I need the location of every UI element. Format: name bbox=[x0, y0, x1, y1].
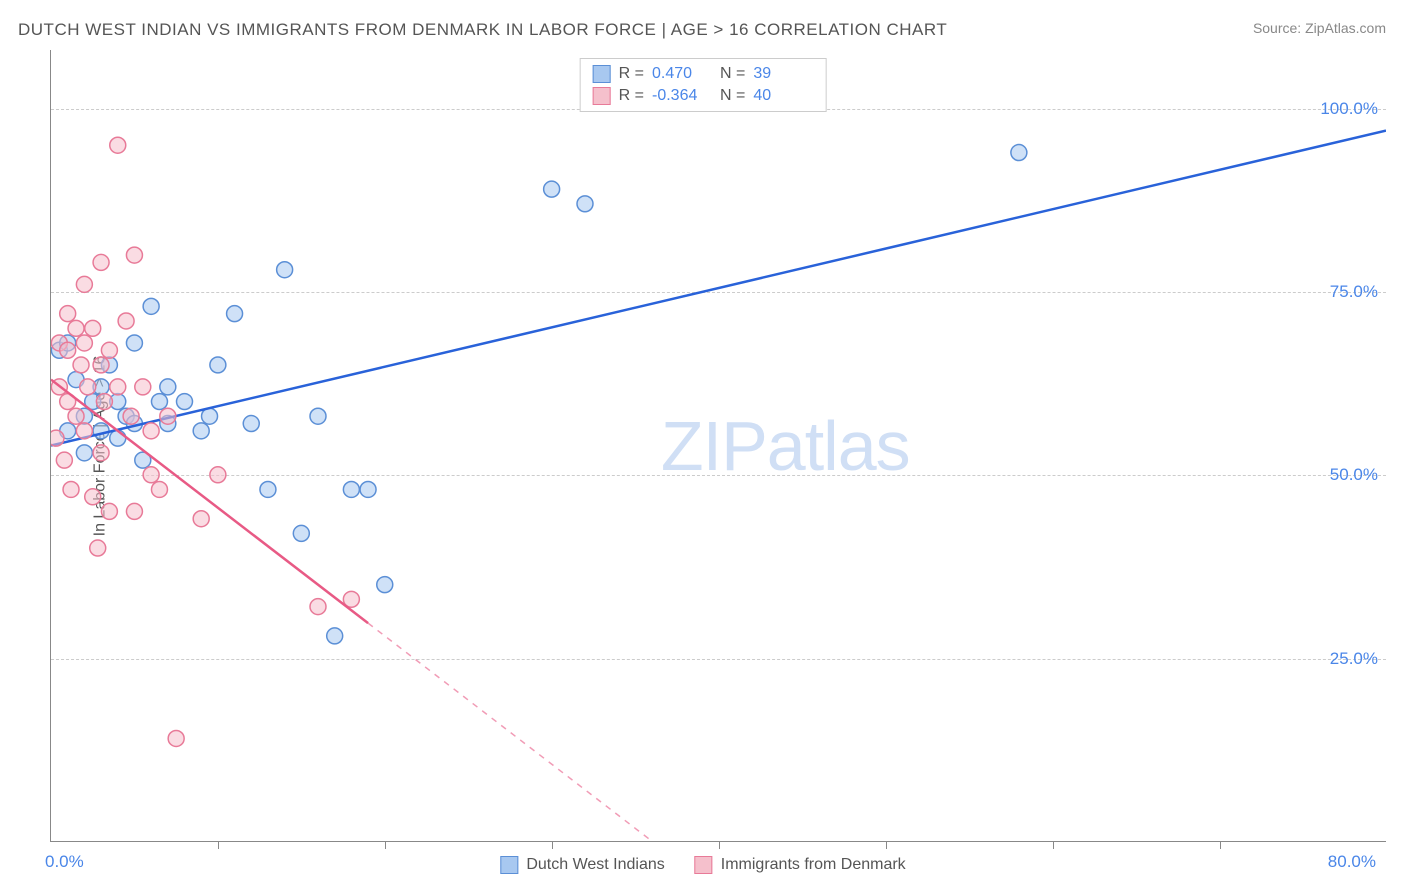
scatter-point bbox=[118, 313, 134, 329]
series2-name: Immigrants from Denmark bbox=[721, 856, 906, 874]
scatter-point bbox=[123, 408, 139, 424]
correlation-legend: R = 0.470 N = 39 R = -0.364 N = 40 bbox=[580, 58, 827, 112]
scatter-point bbox=[143, 298, 159, 314]
scatter-point bbox=[76, 423, 92, 439]
r-label-1: R = bbox=[619, 65, 644, 83]
source-label: Source: ZipAtlas.com bbox=[1253, 20, 1386, 36]
scatter-point bbox=[310, 408, 326, 424]
n-label-2: N = bbox=[720, 87, 745, 105]
scatter-point bbox=[151, 394, 167, 410]
scatter-point bbox=[193, 511, 209, 527]
n-label-1: N = bbox=[720, 65, 745, 83]
n-value-1: 39 bbox=[753, 65, 813, 83]
scatter-point bbox=[93, 423, 109, 439]
scatter-point bbox=[260, 481, 276, 497]
x-tick bbox=[552, 841, 553, 849]
n-value-2: 40 bbox=[753, 87, 813, 105]
scatter-point bbox=[377, 577, 393, 593]
scatter-point bbox=[101, 342, 117, 358]
scatter-point bbox=[76, 445, 92, 461]
scatter-point bbox=[277, 262, 293, 278]
scatter-point bbox=[96, 394, 112, 410]
scatter-point bbox=[110, 430, 126, 446]
series1-name: Dutch West Indians bbox=[526, 856, 664, 874]
scatter-point bbox=[151, 481, 167, 497]
legend-row-series2: R = -0.364 N = 40 bbox=[593, 85, 814, 107]
scatter-point bbox=[126, 247, 142, 263]
legend-item-series2: Immigrants from Denmark bbox=[695, 856, 906, 874]
scatter-point bbox=[68, 320, 84, 336]
scatter-point bbox=[160, 379, 176, 395]
x-tick bbox=[1053, 841, 1054, 849]
chart-plot-area: ZIPatlas bbox=[50, 50, 1386, 842]
scatter-point bbox=[168, 730, 184, 746]
series-legend: Dutch West Indians Immigrants from Denma… bbox=[500, 856, 905, 874]
scatter-point bbox=[193, 423, 209, 439]
scatter-point bbox=[101, 503, 117, 519]
scatter-point bbox=[143, 467, 159, 483]
scatter-point bbox=[1011, 145, 1027, 161]
chart-title: DUTCH WEST INDIAN VS IMMIGRANTS FROM DEN… bbox=[18, 20, 947, 40]
scatter-point bbox=[343, 481, 359, 497]
scatter-point bbox=[177, 394, 193, 410]
scatter-point bbox=[60, 342, 76, 358]
trend-line-solid bbox=[51, 131, 1386, 446]
scatter-point bbox=[135, 379, 151, 395]
plot-svg bbox=[51, 50, 1386, 841]
scatter-point bbox=[143, 423, 159, 439]
scatter-point bbox=[90, 540, 106, 556]
scatter-point bbox=[327, 628, 343, 644]
scatter-point bbox=[126, 335, 142, 351]
scatter-point bbox=[73, 357, 89, 373]
scatter-point bbox=[93, 254, 109, 270]
scatter-point bbox=[110, 137, 126, 153]
scatter-point bbox=[310, 599, 326, 615]
scatter-point bbox=[60, 306, 76, 322]
r-label-2: R = bbox=[619, 87, 644, 105]
scatter-point bbox=[110, 379, 126, 395]
x-tick bbox=[218, 841, 219, 849]
scatter-point bbox=[160, 408, 176, 424]
scatter-point bbox=[93, 445, 109, 461]
scatter-point bbox=[85, 320, 101, 336]
swatch-bottom-2 bbox=[695, 856, 713, 874]
x-tick bbox=[719, 841, 720, 849]
scatter-point bbox=[63, 481, 79, 497]
scatter-point bbox=[243, 416, 259, 432]
scatter-point bbox=[51, 430, 64, 446]
x-tick bbox=[1220, 841, 1221, 849]
scatter-point bbox=[227, 306, 243, 322]
scatter-point bbox=[68, 408, 84, 424]
scatter-point bbox=[80, 379, 96, 395]
legend-row-series1: R = 0.470 N = 39 bbox=[593, 63, 814, 85]
x-axis-min-label: 0.0% bbox=[45, 852, 84, 872]
scatter-point bbox=[544, 181, 560, 197]
swatch-bottom-1 bbox=[500, 856, 518, 874]
x-tick bbox=[385, 841, 386, 849]
r-value-1: 0.470 bbox=[652, 65, 712, 83]
trend-line-dashed bbox=[368, 623, 652, 841]
swatch-series2 bbox=[593, 87, 611, 105]
scatter-point bbox=[76, 335, 92, 351]
scatter-point bbox=[85, 489, 101, 505]
x-tick bbox=[886, 841, 887, 849]
scatter-point bbox=[577, 196, 593, 212]
scatter-point bbox=[360, 481, 376, 497]
scatter-point bbox=[76, 276, 92, 292]
scatter-point bbox=[210, 467, 226, 483]
scatter-point bbox=[210, 357, 226, 373]
scatter-point bbox=[126, 503, 142, 519]
legend-item-series1: Dutch West Indians bbox=[500, 856, 664, 874]
x-axis-max-label: 80.0% bbox=[1328, 852, 1376, 872]
scatter-point bbox=[56, 452, 72, 468]
scatter-point bbox=[93, 357, 109, 373]
scatter-point bbox=[293, 525, 309, 541]
r-value-2: -0.364 bbox=[652, 87, 712, 105]
swatch-series1 bbox=[593, 65, 611, 83]
